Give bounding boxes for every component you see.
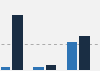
Bar <box>12 15 23 70</box>
Bar <box>67 42 77 70</box>
Bar <box>33 67 44 70</box>
Bar <box>46 65 56 70</box>
Bar <box>79 36 90 70</box>
Bar <box>0 67 10 70</box>
